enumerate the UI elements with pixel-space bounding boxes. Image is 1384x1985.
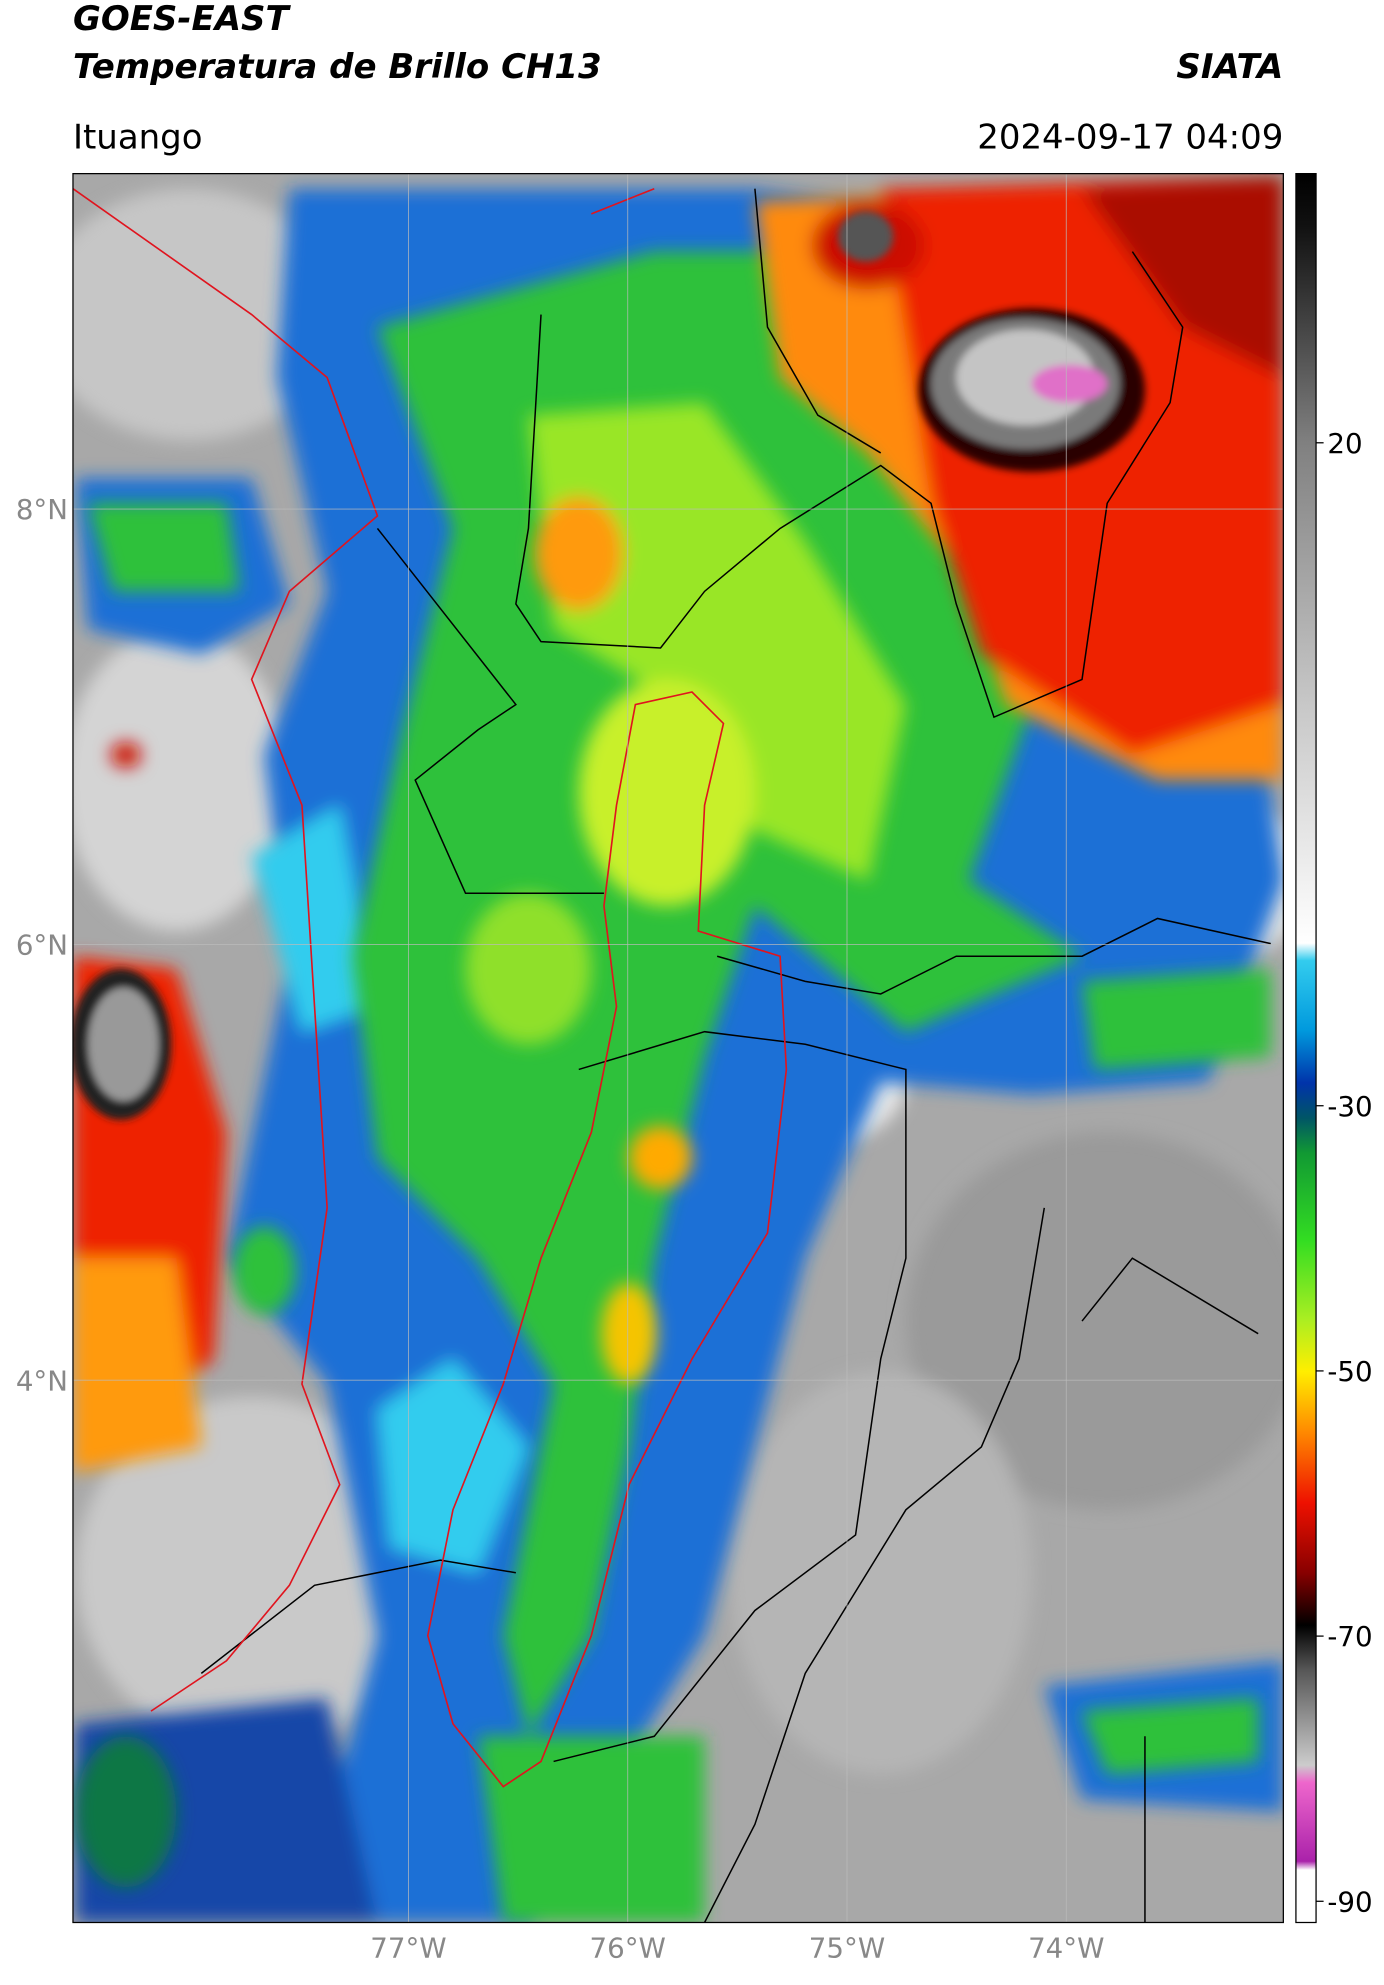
x-tick-label: 75°W — [809, 1932, 885, 1965]
source: SIATA — [1176, 47, 1283, 87]
y-tick-label: 4°N — [16, 1364, 68, 1397]
y-tick-label: 8°N — [16, 493, 68, 526]
colorbar-tick-label: 20 — [1327, 427, 1362, 460]
map-frame — [72, 172, 1284, 1924]
location: Ituango — [73, 117, 203, 157]
title: GOES-EAST — [73, 0, 291, 39]
x-tick-label: 74°W — [1028, 1932, 1104, 1965]
satellite-image — [72, 173, 1284, 1923]
y-tick-label: 6°N — [16, 929, 68, 962]
x-tick-label: 76°W — [590, 1932, 666, 1965]
datetime: 2024-09-17 04:09 — [977, 117, 1283, 157]
political-borders — [200, 188, 1271, 1923]
subtitle: Temperatura de Brillo CH13 — [73, 47, 602, 87]
x-tick-label: 77°W — [370, 1932, 446, 1965]
colorbar-tick-label: -90 — [1327, 1885, 1372, 1918]
colorbar-tick-label: -50 — [1327, 1355, 1372, 1388]
region-borders — [72, 187, 788, 1788]
colorbar-tick-label: -70 — [1327, 1620, 1372, 1653]
colorbar — [1295, 172, 1317, 1924]
grid — [72, 173, 1284, 1923]
colorbar-tick-label: -30 — [1327, 1090, 1372, 1123]
